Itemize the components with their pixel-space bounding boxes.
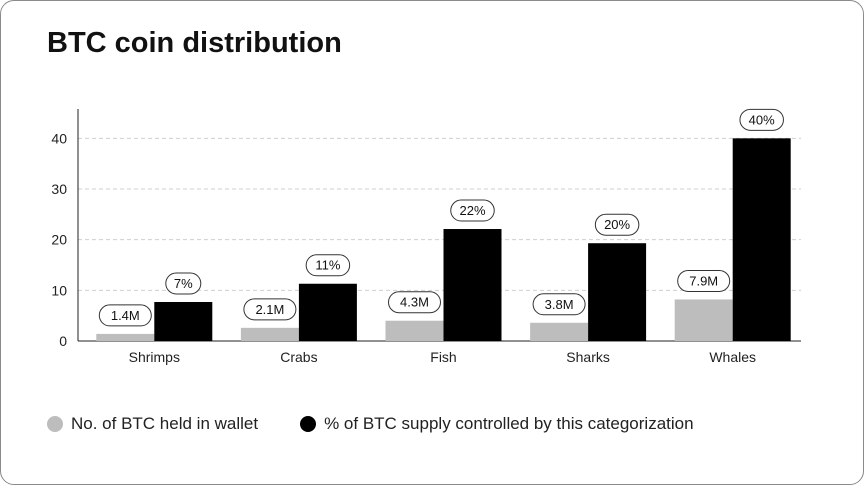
legend-item-wallet: No. of BTC held in wallet (47, 414, 258, 434)
y-tick-label: 30 (51, 181, 67, 197)
x-tick-label: Shrimps (129, 349, 180, 365)
bar-supply (443, 229, 502, 341)
bar-wallet (240, 327, 299, 341)
data-label-pill (739, 108, 784, 131)
bar-supply (732, 138, 791, 341)
data-label: 3.8M (545, 297, 574, 312)
legend-item-supply: % of BTC supply controlled by this categ… (300, 414, 694, 434)
y-tick-label: 20 (51, 232, 67, 248)
data-label: 22% (459, 203, 485, 218)
data-label-pill (532, 293, 586, 316)
bar-supply (154, 301, 213, 341)
y-tick-label: 0 (59, 333, 67, 349)
bar-wallet (96, 333, 155, 341)
data-label: 2.1M (255, 302, 284, 317)
data-label: 7% (174, 276, 193, 291)
y-tick-label: 40 (51, 130, 67, 146)
data-label-pill (305, 254, 351, 277)
data-label: 7.9M (689, 273, 718, 288)
data-label-pill (594, 213, 640, 236)
bar-wallet (530, 322, 589, 341)
legend-swatch-supply (300, 416, 317, 432)
y-tick-label: 10 (51, 282, 67, 298)
data-label: 11% (315, 258, 340, 273)
x-tick-label: Sharks (566, 349, 610, 365)
bar-supply (298, 283, 357, 341)
data-label-pill (450, 199, 495, 222)
legend-label-wallet: No. of BTC held in wallet (71, 414, 259, 433)
bar-wallet (674, 299, 733, 341)
data-label-pill (165, 272, 202, 295)
chart-title: BTC coin distribution (47, 27, 342, 59)
data-label-pill (388, 291, 441, 314)
data-label-pill (243, 298, 297, 321)
data-label-pill (98, 304, 152, 327)
data-label: 20% (604, 217, 630, 232)
data-label: 4.3M (400, 295, 429, 310)
legend-label-supply: % of BTC supply controlled by this categ… (324, 414, 694, 433)
x-tick-label: Crabs (280, 349, 317, 365)
legend-swatch-wallet (47, 416, 63, 432)
chart-legend: No. of BTC held in wallet % of BTC suppl… (47, 414, 736, 434)
bar-supply (588, 243, 647, 341)
data-label: 40% (749, 112, 775, 127)
data-label: 1.4M (111, 308, 140, 323)
bar-wallet (385, 320, 444, 341)
x-tick-label: Fish (430, 349, 456, 365)
data-label-pill (677, 269, 731, 292)
x-tick-label: Whales (709, 349, 756, 365)
